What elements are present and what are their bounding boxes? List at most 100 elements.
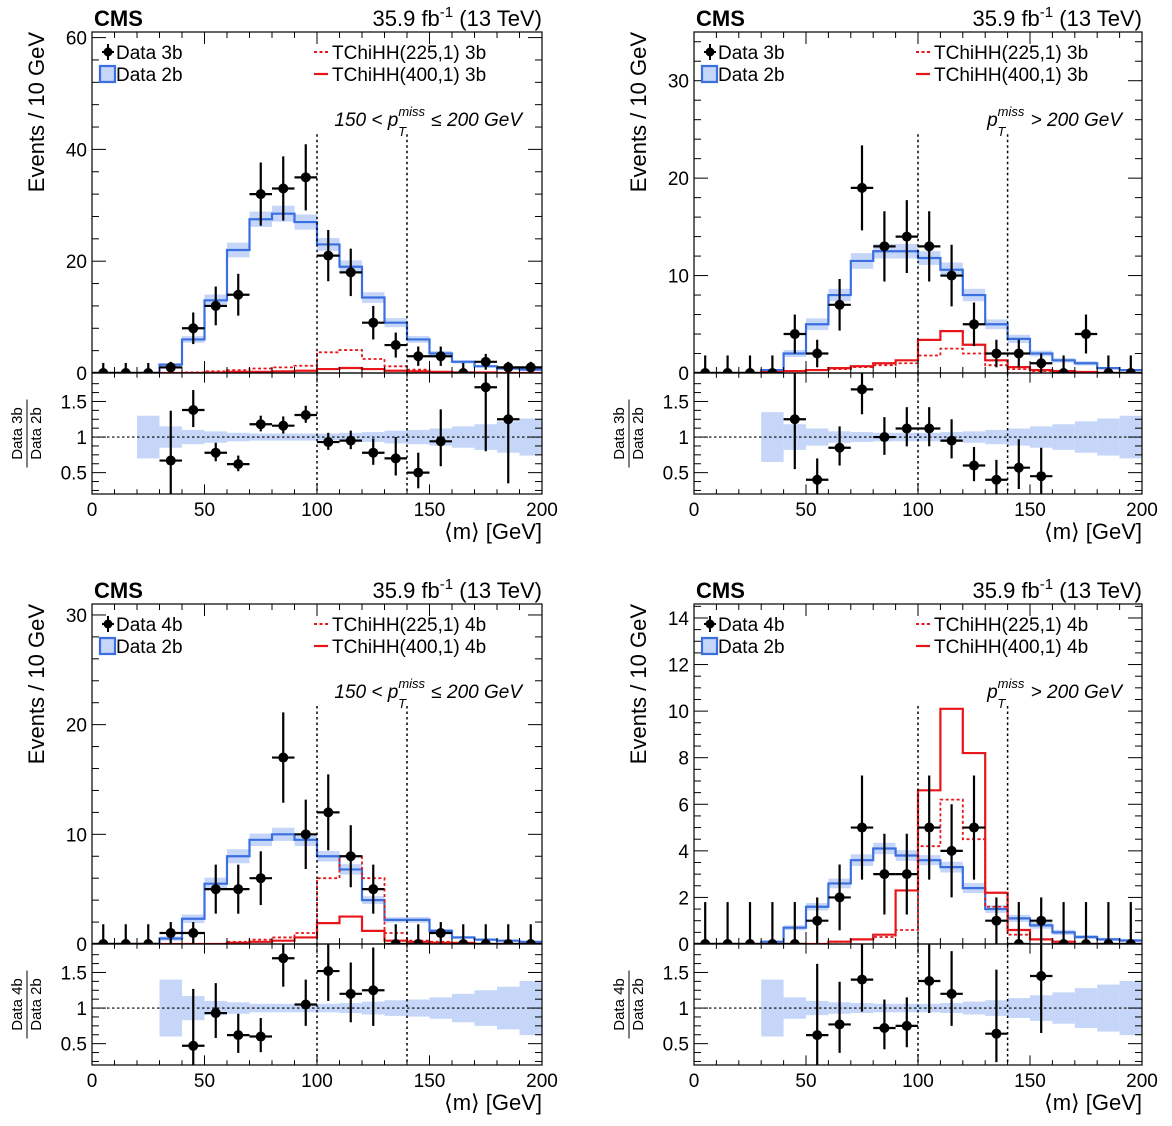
region-label: pmiss T > 200 GeV [986,104,1124,139]
lumi-label: 35.9 fb-1 (13 TeV) [973,4,1142,31]
data-point [120,939,131,944]
ratio-y-tick-label: 1.5 [61,392,87,413]
data-point [991,915,1002,926]
ratio-point [946,435,957,446]
lumi-exponent: -1 [440,4,453,21]
data-point [745,368,755,373]
data-point [413,351,424,362]
data-point [165,362,176,373]
y-tick-label: 14 [668,609,690,630]
ratio-unc-band-bin [761,979,784,1037]
data-point [323,807,334,818]
ratio-point [480,382,491,393]
ratio-point [924,976,935,987]
ratio-point [390,453,401,464]
legend-data-dot [103,619,113,629]
chart-panel-2: 0 50 100 150 200 0 10 20 30 0.5 1 1.5 ⟨m⟩ [GeV] Event… [611,4,1158,544]
ratio-y-tick-label: 0.5 [663,1035,689,1056]
ratio-point [946,988,957,999]
legend-label: TChiHH(225,1) 4b [934,615,1088,636]
lumi-exponent: -1 [440,576,453,593]
lumi-label: 35.9 fb-1 (13 TeV) [373,576,542,603]
data-point [1058,939,1069,944]
data-point [368,317,379,328]
data-point [1125,368,1136,373]
data-point [924,822,935,833]
lumi-value: 35.9 fb [973,578,1040,603]
data-point [745,939,755,944]
lumi-value: 35.9 fb [373,578,440,603]
region-prefix: 150 < [334,682,387,703]
lumi-exponent: -1 [1040,4,1053,21]
ratio-y-tick-label: 1 [678,428,689,449]
data-point [901,869,912,880]
y-tick-label: 60 [66,29,87,50]
ratio-point [255,1031,266,1042]
y-tick-label: 4 [678,842,689,863]
lumi-exponent: -1 [1040,576,1053,593]
data-point [345,851,356,862]
data-point [278,752,289,763]
legend-label: Data 2b [116,65,183,86]
ratio-y-tick-label: 1 [678,999,689,1020]
x-tick-label: 200 [1126,1071,1158,1092]
data-point [480,939,491,944]
x-tick-label: 200 [526,500,558,521]
data-point [946,845,957,856]
y-tick-label: 20 [66,716,87,737]
y-axis-title: Events / 10 GeV [24,32,49,193]
region-sub: T [997,696,1006,711]
data-point [345,267,356,278]
ratio-unc-band-bin [204,431,227,443]
x-tick-label: 200 [1126,500,1158,521]
ratio-point [789,414,800,425]
legend-label: TChiHH(225,1) 3b [934,43,1088,64]
ratio-point [368,447,379,458]
data-point [969,319,979,330]
ratio-unc-band-bin [294,433,317,441]
legend-label: Data 4b [116,615,183,636]
x-tick-label: 100 [902,1071,934,1092]
region-suffix: ≤ 200 GeV [426,682,524,703]
region-suffix: ≤ 200 GeV [426,110,524,131]
ratio-unc-band-bin [1052,992,1075,1024]
ratio-point [924,423,935,434]
x-tick-label: 50 [194,500,215,521]
ratio-denominator: Data 2b [28,407,45,460]
data-point [924,241,935,252]
x-tick-label: 150 [414,500,446,521]
chart-panel-1: 0 50 100 150 200 0 20 40 60 0.5 1 1.5 ⟨m⟩ [GeV] Event… [9,4,558,544]
ratio-point [210,1008,221,1019]
ratio-point [210,447,221,458]
ratio-point [969,460,979,471]
ratio-plot-area [159,944,542,1065]
region-label: 150 < pmiss T ≤ 200 GeV [334,676,524,711]
region-sub: T [997,124,1006,139]
ratio-point [413,467,424,478]
data-point [1058,368,1069,373]
region-var: p [986,110,998,131]
y-axis-title: Events / 10 GeV [24,604,49,765]
region-sub: T [398,124,407,139]
ratio-numerator: Data 3b [611,407,628,460]
ratio-point [323,437,334,448]
data-point [1013,348,1024,359]
data-point [991,348,1002,359]
ratio-numerator: Data 4b [611,978,628,1031]
ratio-point [991,1028,1002,1039]
ratio-axis-title: Data 4b Data 2b [611,970,647,1039]
ratio-unc-band-bin [474,990,497,1026]
region-var: p [986,682,998,703]
y-tick-label: 30 [668,72,689,93]
x-tick-label: 150 [1014,1071,1046,1092]
data-point [857,182,867,193]
data-point [165,928,176,939]
region-suffix: > 200 GeV [1025,110,1124,131]
ratio-point [857,384,867,395]
ratio-point [1013,462,1024,473]
region-sup: miss [398,104,425,119]
region-sup: miss [998,104,1025,119]
